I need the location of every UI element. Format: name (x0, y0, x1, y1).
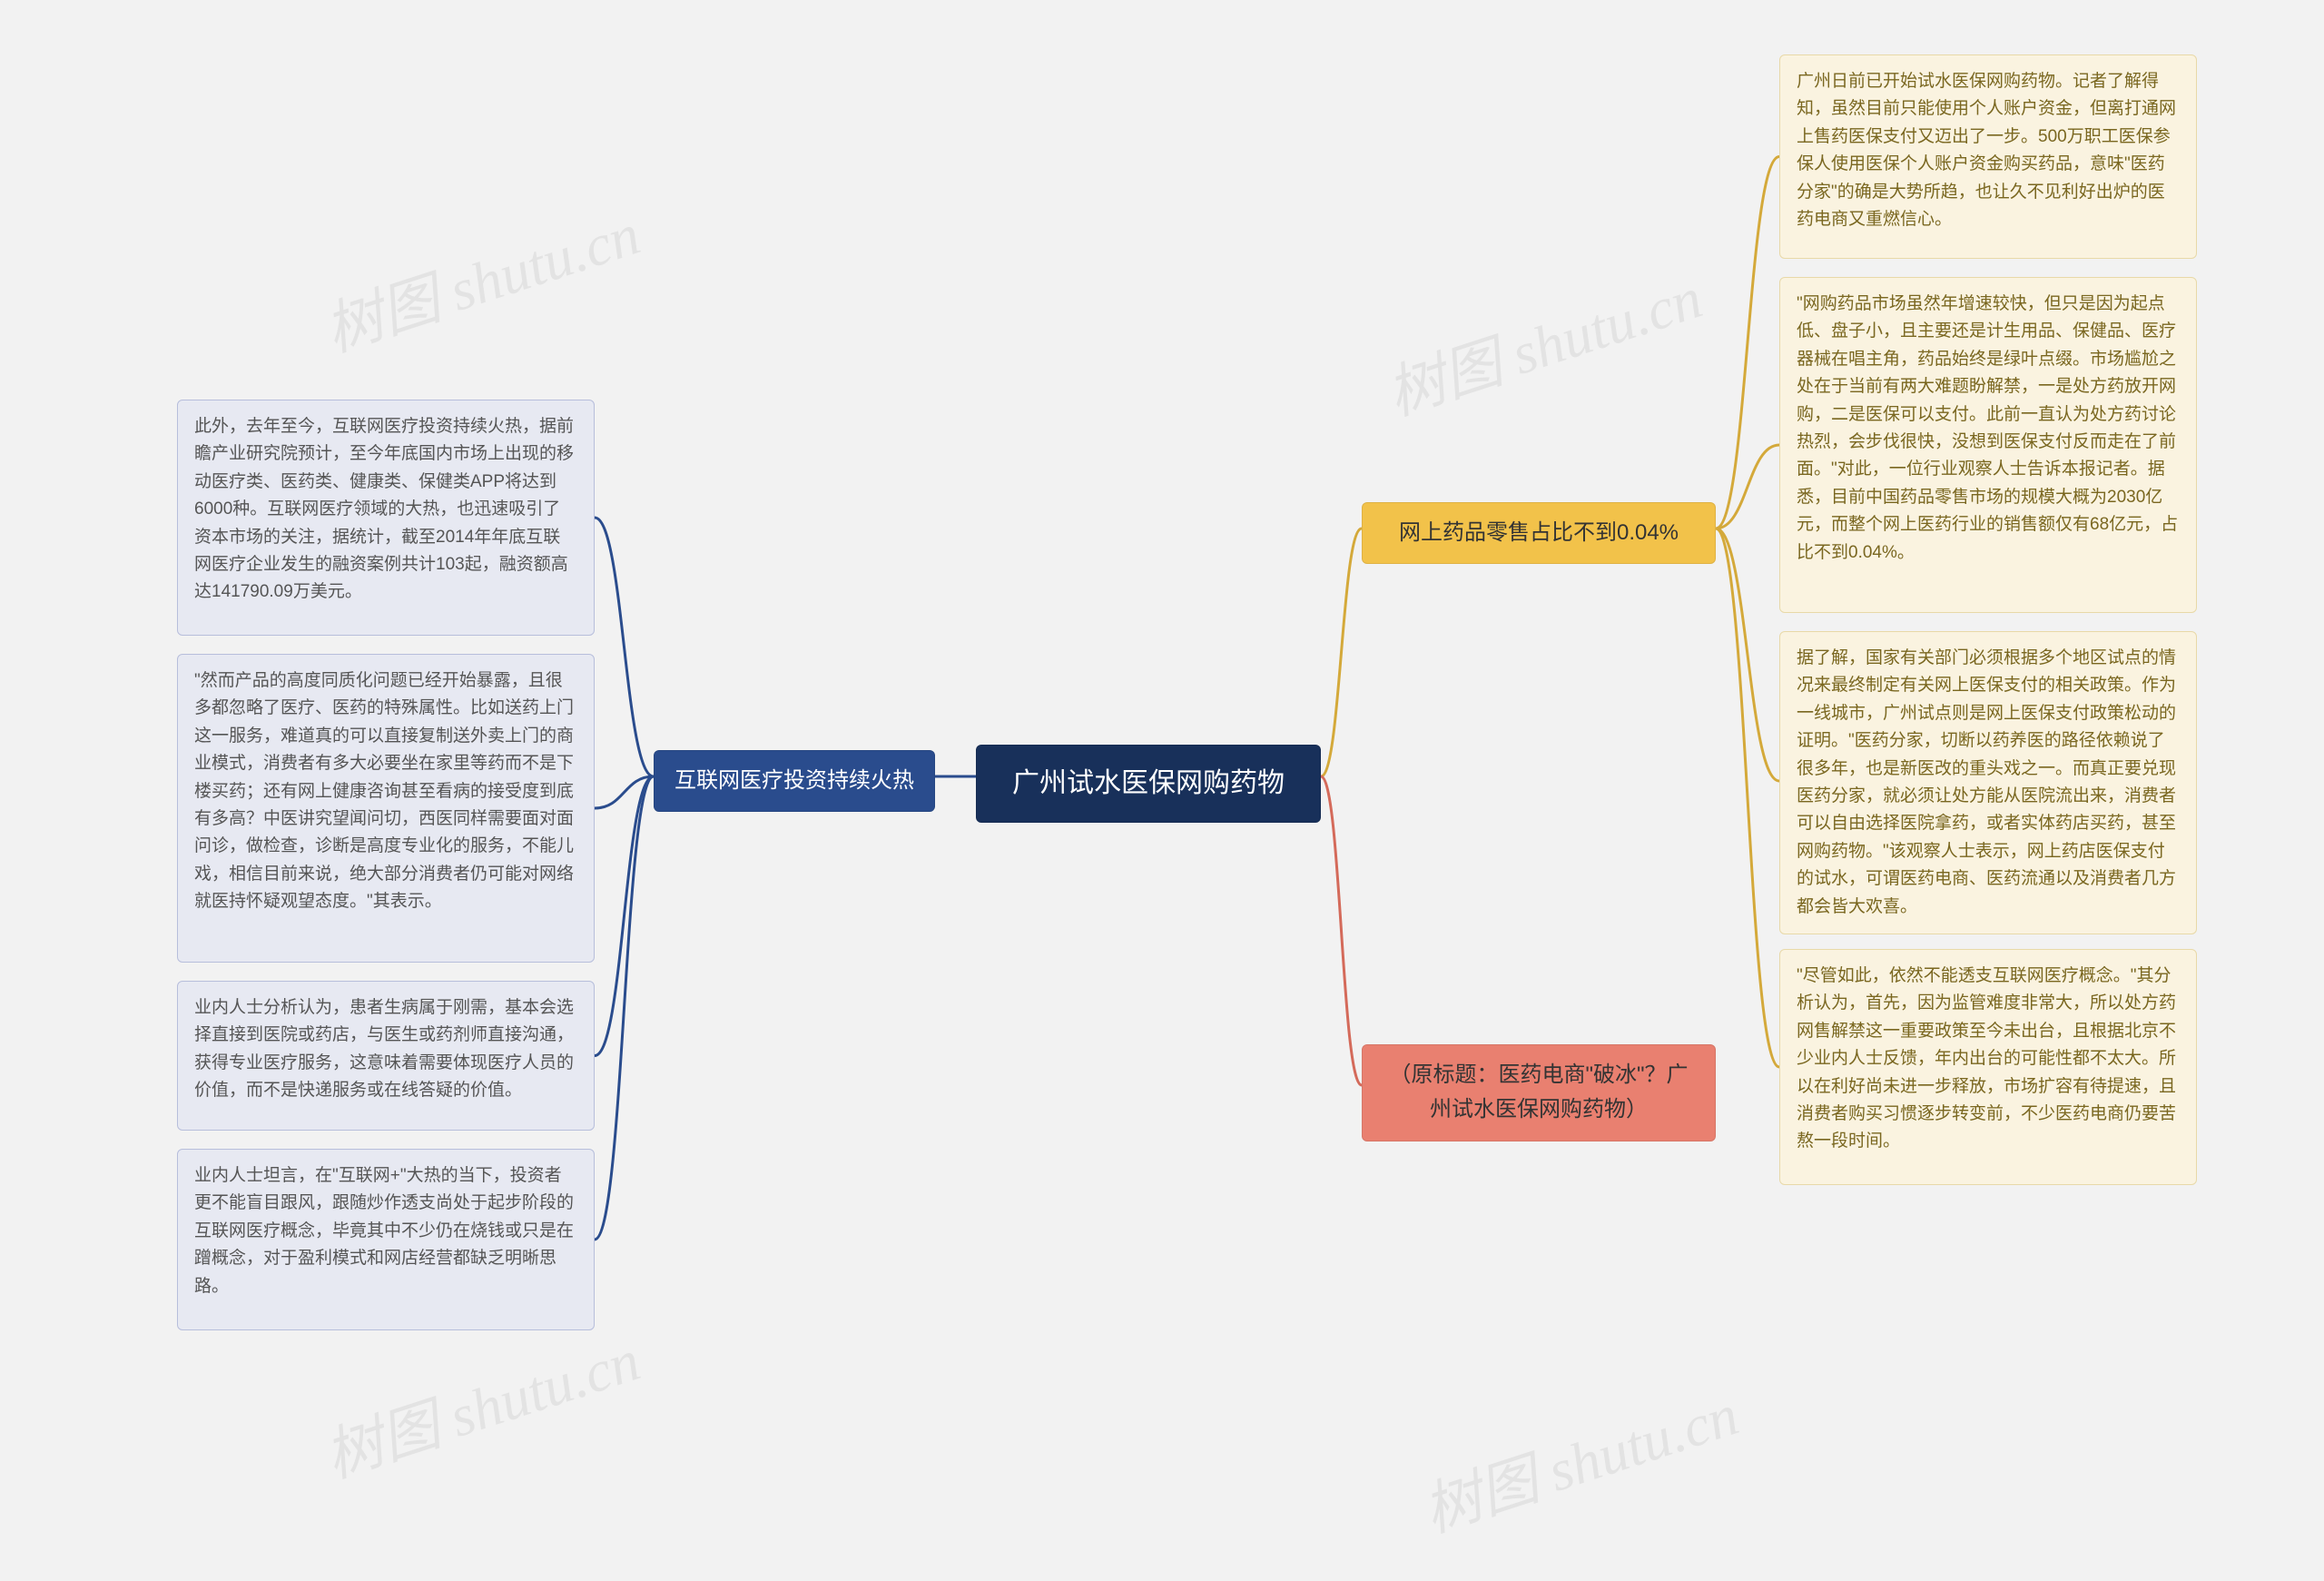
leaf-text: 业内人士坦言，在"互联网+"大热的当下，投资者更不能盲目跟风，跟随炒作透支尚处于… (194, 1166, 574, 1296)
left-leaf-2[interactable]: 业内人士分析认为，患者生病属于刚需，基本会选择直接到医院或药店，与医生或药剂师直… (177, 981, 595, 1131)
right-leaf-1[interactable]: "网购药品市场虽然年增速较快，但只是因为起点低、盘子小，且主要还是计生用品、保健… (1779, 277, 2197, 613)
watermark: 树图 shutu.cn (313, 188, 649, 368)
root-label: 广州试水医保网购药物 (1012, 768, 1285, 798)
branch-right1-node[interactable]: 网上药品零售占比不到0.04% (1362, 502, 1716, 564)
right-leaf-3[interactable]: "尽管如此，依然不能透支互联网医疗概念。"其分析认为，首先，因为监管难度非常大，… (1779, 949, 2197, 1185)
watermark: 树图 shutu.cn (313, 1314, 649, 1494)
watermark: 树图 shutu.cn (1375, 252, 1711, 431)
leaf-text: 据了解，国家有关部门必须根据多个地区试点的情况来最终制定有关网上医保支付的相关政… (1797, 648, 2176, 916)
leaf-text: 广州日前已开始试水医保网购药物。记者了解得知，虽然目前只能使用个人账户资金，但离… (1797, 72, 2176, 229)
left-leaf-3[interactable]: 业内人士坦言，在"互联网+"大热的当下，投资者更不能盲目跟风，跟随炒作透支尚处于… (177, 1149, 595, 1330)
branch-left-node[interactable]: 互联网医疗投资持续火热 (654, 750, 935, 812)
right-leaf-2[interactable]: 据了解，国家有关部门必须根据多个地区试点的情况来最终制定有关网上医保支付的相关政… (1779, 631, 2197, 934)
left-leaf-1[interactable]: "然而产品的高度同质化问题已经开始暴露，且很多都忽略了医疗、医药的特殊属性。比如… (177, 654, 595, 963)
leaf-text: "尽管如此，依然不能透支互联网医疗概念。"其分析认为，首先，因为监管难度非常大，… (1797, 966, 2176, 1151)
watermark: 树图 shutu.cn (1412, 1369, 1748, 1548)
leaf-text: "网购药品市场虽然年增速较快，但只是因为起点低、盘子小，且主要还是计生用品、保健… (1797, 294, 2178, 562)
leaf-text: 此外，去年至今，互联网医疗投资持续火热，据前瞻产业研究院预计，至今年底国内市场上… (194, 417, 574, 601)
left-leaf-0[interactable]: 此外，去年至今，互联网医疗投资持续火热，据前瞻产业研究院预计，至今年底国内市场上… (177, 400, 595, 636)
root-node[interactable]: 广州试水医保网购药物 (976, 745, 1321, 823)
branch-right2-label: （原标题：医药电商"破冰"？广州试水医保网购药物） (1389, 1062, 1688, 1122)
mindmap-canvas: 树图 shutu.cn 树图 shutu.cn 树图 shutu.cn 树图 s… (0, 0, 2324, 1581)
branch-right1-label: 网上药品零售占比不到0.04% (1399, 520, 1679, 545)
right-leaf-0[interactable]: 广州日前已开始试水医保网购药物。记者了解得知，虽然目前只能使用个人账户资金，但离… (1779, 54, 2197, 259)
leaf-text: 业内人士分析认为，患者生病属于刚需，基本会选择直接到医院或药店，与医生或药剂师直… (194, 998, 574, 1100)
branch-right2-node[interactable]: （原标题：医药电商"破冰"？广州试水医保网购药物） (1362, 1044, 1716, 1141)
leaf-text: "然而产品的高度同质化问题已经开始暴露，且很多都忽略了医疗、医药的特殊属性。比如… (194, 671, 574, 911)
branch-left-label: 互联网医疗投资持续火热 (675, 768, 914, 793)
